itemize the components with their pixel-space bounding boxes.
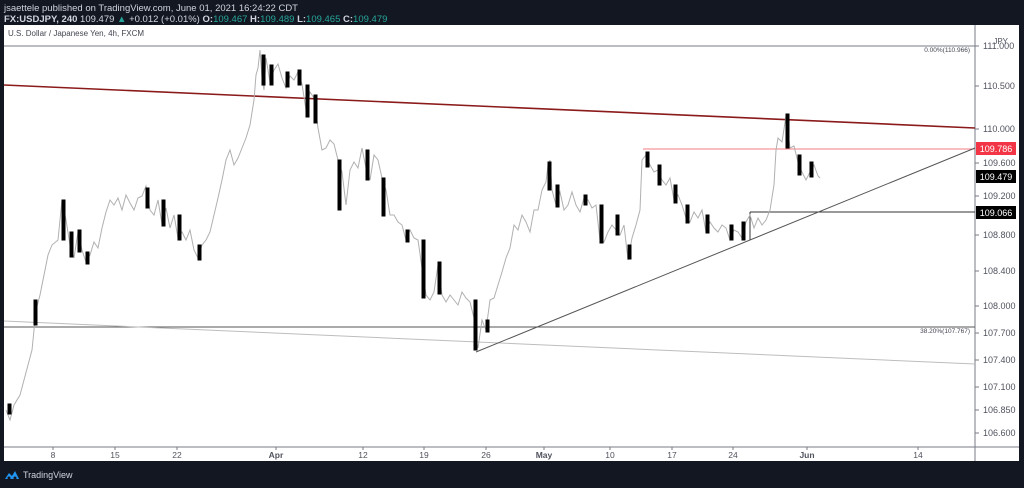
fib-382-label: 38.20%(107.767) [920,328,970,335]
x-tick: 26 [481,450,491,460]
currency-label: JPY [993,37,1008,46]
price-tag-red[interactable]: 109.786 [976,142,1016,155]
x-tick-month: Jun [799,450,814,460]
price-change: +0.012 (+0.01%) [129,14,200,25]
time-axis[interactable]: 8 15 22 Apr 12 19 26 May 10 17 24 Jun 14 [51,447,923,460]
high-value: 109.489 [260,14,295,25]
low-label: L: [297,14,307,25]
y-tick: 108.000 [983,301,1016,311]
lower-trendline[interactable] [4,320,976,365]
low-value: 109.465 [306,14,341,25]
y-tick: 108.800 [983,230,1016,240]
x-tick: 15 [110,450,120,460]
x-tick-month: May [536,450,553,460]
price-tag-support[interactable]: 109.066 [976,206,1016,219]
close-label: C: [343,14,354,25]
x-tick: 8 [51,450,56,460]
x-tick: 14 [913,450,923,460]
y-tick: 110.500 [983,81,1015,91]
support-trendline[interactable] [475,147,976,353]
publish-info: jsaettele published on TradingView.com, … [4,3,298,14]
last-price: 109.479 [80,14,115,25]
x-tick: 19 [419,450,429,460]
tradingview-logo-icon [5,471,19,480]
price-tag-red-text: 109.786 [980,144,1013,154]
price-tag-current-text: 109.479 [980,172,1013,182]
symbol-label[interactable]: FX:USDJPY, 240 [4,14,78,25]
y-tick: 106.850 [983,405,1016,415]
y-tick: 109.600 [983,158,1016,168]
y-tick: 110.000 [983,124,1015,134]
x-tick: 17 [667,450,677,460]
y-tick: 106.600 [983,428,1016,438]
y-tick: 108.400 [983,266,1016,276]
footer-branding[interactable]: TradingView [4,470,73,480]
price-tag-support-text: 109.066 [980,208,1013,218]
resistance-trendline[interactable] [4,84,976,129]
price-axis[interactable]: JPY 111.000 110.500 110.000 109.600 109.… [975,37,1016,438]
fib-0-label: 0.00%(110.966) [924,47,970,54]
candlestick-series [5,49,821,422]
brand-label: TradingView [23,470,73,480]
x-tick: 24 [728,450,738,460]
chart-frame[interactable]: U.S. Dollar / Japanese Yen, 4h, FXCM 0.0… [4,25,1019,461]
high-label: H: [250,14,261,25]
legend-title: U.S. Dollar / Japanese Yen, 4h, FXCM [8,29,144,38]
y-tick: 109.200 [983,191,1016,201]
price-tag-current[interactable]: 109.479 [976,170,1016,183]
y-tick: 107.400 [983,355,1016,365]
y-tick: 107.700 [983,328,1016,338]
chart-canvas[interactable]: U.S. Dollar / Japanese Yen, 4h, FXCM 0.0… [4,25,1019,461]
close-value: 109.479 [353,14,388,25]
x-tick: 12 [358,450,368,460]
symbol-info-bar: FX:USDJPY, 240 109.479 ▲ +0.012 (+0.01%)… [4,14,387,25]
x-tick-month: Apr [269,450,284,460]
open-label: O: [202,14,214,25]
up-arrow-icon: ▲ [117,14,127,25]
x-tick: 10 [605,450,615,460]
y-tick: 107.100 [983,382,1016,392]
y-tick: 111.000 [983,41,1014,51]
x-tick: 22 [172,450,182,460]
open-value: 109.467 [213,14,248,25]
